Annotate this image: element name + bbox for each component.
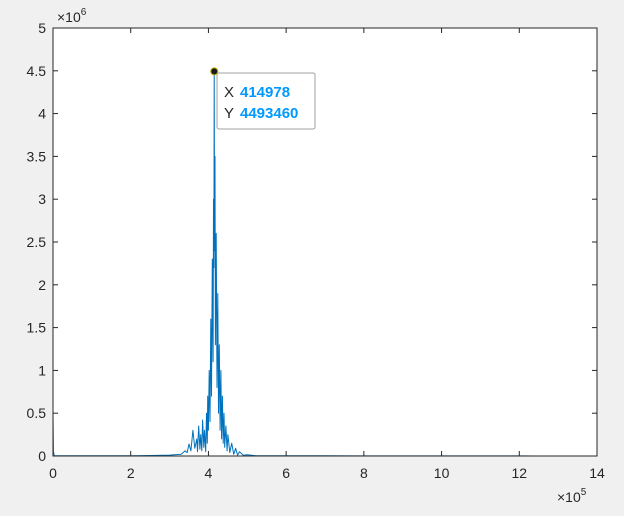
x-tick-label-7: 14: [589, 465, 605, 481]
data-series-line-0[interactable]: [52, 70, 539, 457]
y-tick-label-6: 3: [38, 191, 46, 207]
y-tick-label-10: 5: [38, 20, 46, 36]
datatip[interactable]: X 414978 Y 4493460: [216, 72, 316, 130]
x-tick-label-1: 2: [127, 465, 135, 481]
datatip-x-value: 414978: [240, 84, 290, 101]
axes-background: [53, 28, 597, 456]
datatip-y-label: Y: [224, 105, 234, 122]
x-tick-label-0: 0: [49, 465, 57, 481]
y-tick-label-3: 1.5: [27, 320, 47, 336]
x-exponent-label: ×105: [557, 487, 587, 505]
x-tick-label-5: 10: [434, 465, 450, 481]
y-tick-label-2: 1: [38, 362, 46, 378]
x-tick-label-2: 4: [205, 465, 213, 481]
datatip-y-value: 4493460: [240, 105, 298, 122]
y-exponent-label: ×106: [57, 7, 87, 25]
y-tick-label-7: 3.5: [27, 148, 47, 164]
y-tick-label-0: 0: [38, 448, 46, 464]
y-tick-label-8: 4: [38, 106, 46, 122]
y-tick-label-4: 2: [38, 277, 46, 293]
x-axis-ticks: 0 2 4 6 8 10 12 14: [49, 28, 605, 481]
datatip-box: [216, 72, 316, 130]
y-tick-label-1: 0.5: [27, 405, 47, 421]
y-tick-label-9: 4.5: [27, 63, 47, 79]
data-series-group: [52, 70, 539, 457]
x-tick-label-3: 6: [282, 465, 290, 481]
datatip-marker[interactable]: [210, 67, 219, 76]
y-axis-ticks: 0 0.5 1 1.5 2 2.5 3 3.5 4 4.5 5: [27, 20, 597, 464]
x-tick-label-6: 12: [511, 465, 527, 481]
y-tick-label-5: 2.5: [27, 234, 47, 250]
datatip-x-label: X: [224, 84, 234, 101]
x-tick-label-4: 8: [360, 465, 368, 481]
